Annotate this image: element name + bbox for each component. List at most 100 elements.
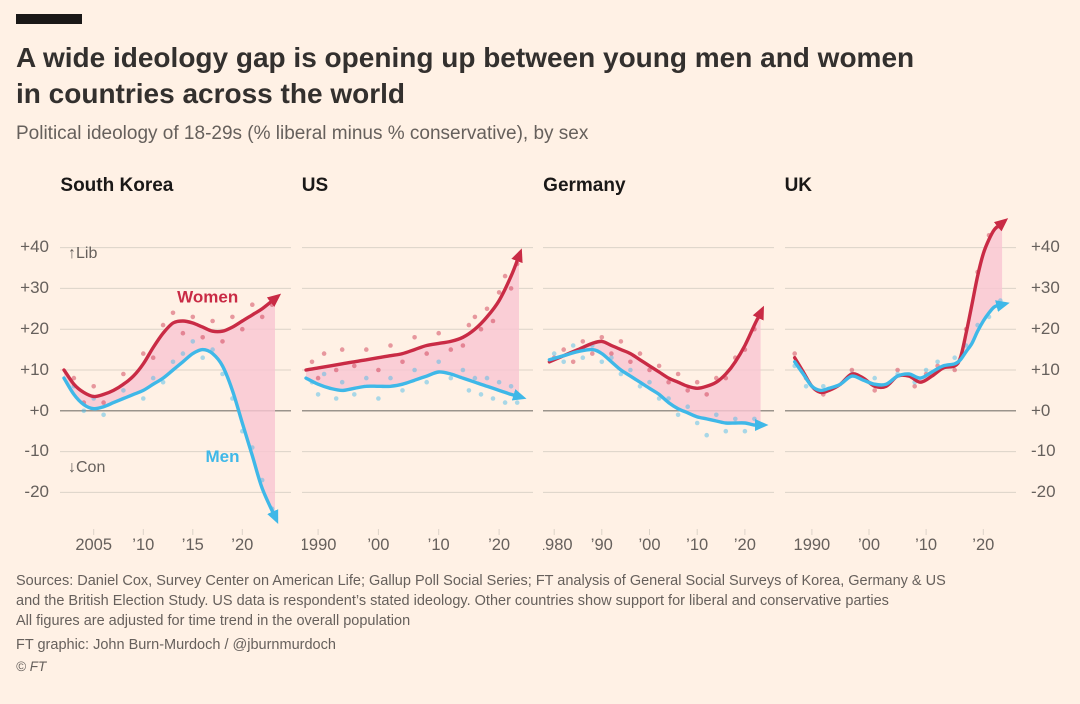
y-axis-label: +0 <box>29 400 49 420</box>
scatter-point <box>190 338 196 344</box>
scatter-point <box>647 367 652 373</box>
x-axis-label: ’10 <box>427 536 449 554</box>
scatter-point <box>472 314 477 319</box>
scatter-point <box>675 412 681 417</box>
scatter-point <box>81 408 87 413</box>
scatter-point <box>571 342 576 348</box>
scatter-point <box>618 338 624 344</box>
y-axis-label: +20 <box>1030 318 1060 338</box>
x-axis-label: 1980 <box>543 536 573 554</box>
scatter-point <box>180 330 186 336</box>
chart-panel-svg: 1980 ’90 ’00 ’10 ’20 <box>543 246 775 554</box>
scatter-point <box>230 314 236 319</box>
scatter-point <box>71 375 77 381</box>
scatter-point <box>894 367 900 373</box>
scatter-point <box>628 359 633 364</box>
scatter-point <box>315 375 321 381</box>
x-axis-label: ’00 <box>639 536 661 554</box>
gap-area <box>64 298 276 517</box>
x-axis-label: ’20 <box>972 536 994 554</box>
scatter-point <box>424 379 429 385</box>
scatter-point <box>490 395 496 401</box>
scatter-point <box>723 428 729 434</box>
scatter-point <box>220 338 226 344</box>
scatter-point <box>412 334 417 340</box>
scatter-point <box>363 375 369 381</box>
scatter-point <box>472 375 477 381</box>
scatter-point <box>820 383 826 389</box>
scatter-point <box>911 383 917 389</box>
scatter-point <box>333 395 339 401</box>
scatter-point <box>514 400 520 405</box>
scatter-point <box>496 379 502 385</box>
scatter-point <box>590 351 595 356</box>
scatter-point <box>351 363 357 368</box>
graphic-credit: FT graphic: John Burn-Murdoch / @jburnmu… <box>16 636 336 653</box>
scatter-point <box>923 367 928 373</box>
scatter-point <box>666 379 672 385</box>
scatter-point <box>997 298 1003 303</box>
scatter-point <box>412 367 417 373</box>
scatter-point <box>399 387 405 393</box>
scatter-point <box>151 355 156 360</box>
chart-subtitle: Political ideology of 18-29s (% liberal … <box>16 122 589 144</box>
scatter-point <box>200 334 206 340</box>
scatter-point <box>448 347 453 352</box>
panel-us: US 1990 ’00 ’10 ’20 <box>301 174 537 557</box>
annotation: Men <box>206 447 240 466</box>
x-axis-label: ’90 <box>591 536 613 554</box>
scatter-point <box>951 367 957 373</box>
panel-germany: Germany 1980 ’90 ’00 ’10 ’20 <box>543 175 778 557</box>
annotation: ↑Lib <box>68 245 97 262</box>
scatter-point <box>656 363 662 368</box>
scatter-point <box>934 359 940 364</box>
scatter-point <box>484 375 490 381</box>
y-axis-label: +40 <box>1030 237 1060 257</box>
x-axis-label: ’00 <box>858 536 880 554</box>
annotation: Women <box>178 287 239 306</box>
scatter-point <box>141 395 146 401</box>
panel-title: US <box>301 174 329 196</box>
scatter-point <box>220 371 226 377</box>
chart-panel-svg: 1990 ’00 ’10 ’20 <box>784 217 1016 554</box>
y-axis-label: +30 <box>1030 278 1060 298</box>
chart-panel-svg: 2005 ’10 ’15 ’20 ↑Lib ↓Con Women Men <box>60 245 292 554</box>
scatter-point <box>502 273 508 279</box>
scatter-point <box>609 351 614 356</box>
scatter-point <box>580 338 586 344</box>
scatter-point <box>478 391 484 397</box>
scatter-point <box>714 375 719 381</box>
scatter-point <box>363 347 369 352</box>
x-axis-label: ’00 <box>367 536 389 554</box>
x-axis-label: ’15 <box>182 536 204 554</box>
panel-south-korea: South Korea 2005 ’10 ’15 ’20 ↑Lib ↓Con Women Me… <box>60 175 295 557</box>
scatter-point <box>190 314 196 319</box>
scatter-point <box>508 383 514 389</box>
scatter-point <box>742 428 748 434</box>
y-axis-label: -20 <box>1030 482 1056 502</box>
title-line-2: in countries across the world <box>16 78 405 110</box>
scatter-point <box>871 375 877 381</box>
y-axis-label: +0 <box>1030 400 1051 420</box>
scatter-point <box>210 318 216 324</box>
scatter-point <box>637 351 643 356</box>
scatter-point <box>490 318 496 324</box>
scatter-point <box>618 371 624 377</box>
scatter-point <box>333 367 339 373</box>
scatter-point <box>375 395 381 401</box>
scatter-point <box>484 306 490 311</box>
gap-area <box>305 255 519 397</box>
women-line <box>62 293 282 399</box>
scatter-point <box>647 379 652 385</box>
scatter-point <box>685 387 691 393</box>
scatter-point <box>424 351 429 356</box>
scatter-point <box>460 342 465 348</box>
scatter-point <box>250 302 255 307</box>
scatter-point <box>714 412 719 417</box>
x-axis-label: 1990 <box>302 536 336 554</box>
scatter-point <box>733 416 738 421</box>
scatter-point <box>599 334 605 340</box>
scatter-point <box>849 367 854 373</box>
scatter-point <box>315 391 321 397</box>
panel-uk: UK 1990 ’00 ’10 ’20 <box>784 175 1020 557</box>
